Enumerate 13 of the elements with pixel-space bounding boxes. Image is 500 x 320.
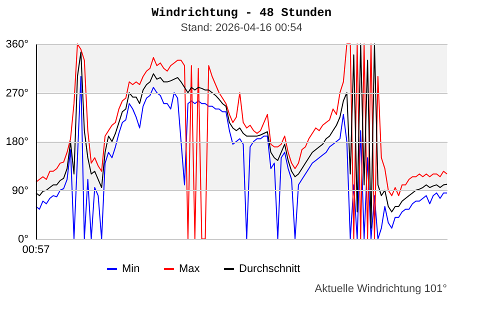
- legend-label: Durchschnitt: [239, 263, 300, 275]
- y-tick-label: 270°: [6, 87, 28, 100]
- text: Aktuelle Windrichtung 101°: [314, 283, 447, 295]
- chart-subtitle: Stand: 2026-04-16 00:54: [180, 22, 302, 34]
- legend-label: Min: [122, 263, 140, 275]
- y-tick-label: 360°: [6, 38, 28, 50]
- y-tick-label: 180°: [6, 136, 28, 148]
- legend-label: Max: [179, 263, 200, 275]
- y-tick-label: 0°: [18, 234, 28, 246]
- y-tick-label: 90°: [12, 184, 28, 197]
- line-series: [36, 76, 448, 240]
- text: 00:57: [22, 244, 50, 256]
- chart-title: Windrichtung - 48 Stunden: [151, 6, 332, 20]
